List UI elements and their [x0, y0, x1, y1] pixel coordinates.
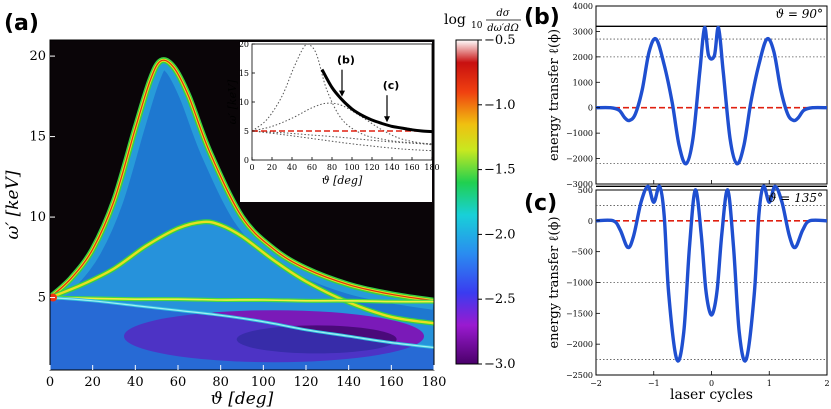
heatmap-xtick-label: 40 — [127, 375, 144, 390]
panel-c-xtick-label: −2 — [590, 379, 602, 388]
heatmap-xtick-label: 80 — [212, 375, 229, 390]
inset-dotted-curve-2 — [251, 102, 433, 146]
panel-c-xtick-label: 2 — [824, 379, 829, 388]
heatmap-ytick-label: 20 — [29, 49, 46, 64]
colorbar-label-num: dσ — [496, 8, 510, 19]
panel-b-frame — [595, 5, 828, 185]
panel-c-ytick-label: −1000 — [566, 279, 593, 288]
panel-b-ytick-label: −1000 — [566, 129, 593, 138]
inset-frame — [251, 43, 433, 161]
panel-c-xtick-label: 0 — [709, 379, 714, 388]
colorbar-label-den: dω′dΩ — [487, 23, 519, 34]
inset-dotted-curve-1 — [251, 43, 433, 145]
panel-c-ytick-label: −2000 — [566, 340, 593, 349]
heatmap-ridge-1 — [50, 59, 434, 302]
inset-xtick-label: 0 — [249, 163, 254, 172]
colorbar-gradient — [455, 39, 479, 365]
panel-label-b: (b) — [524, 5, 560, 30]
inset-xtick-label: 100 — [344, 163, 359, 172]
panel-b-title: ϑ = 90° — [775, 7, 823, 21]
heatmap-xtick-label: 0 — [46, 375, 54, 390]
inset-ylabel: ω′ [keV] — [226, 79, 239, 124]
colorbar-tick-label: −2.5 — [484, 292, 516, 307]
panel-c-ylabel: energy transfer ℓ(ϕ) — [547, 216, 562, 348]
heatmap-xtick-label: 180 — [422, 375, 447, 390]
inset-plot: (b) (c) 0 20 40 60 80 100 120 140 160 180 0 5 10 15 20 ϑ … — [226, 40, 440, 202]
panel-c-title: ϑ = 135° — [768, 191, 823, 205]
heatmap-ytick-label: 10 — [29, 210, 46, 225]
panel-c-xtick-label: 1 — [767, 379, 772, 388]
inset-annotation-c: (c) — [383, 79, 400, 92]
inset-ytick-label: 20 — [239, 40, 249, 49]
heatmap-ytick-label: 15 — [29, 130, 46, 145]
inset-xtick-label: 80 — [327, 163, 337, 172]
panel-c-xlabel: laser cycles — [670, 387, 753, 403]
inset-xlabel: ϑ [deg] — [322, 174, 363, 187]
inset-ytick-label: 5 — [244, 127, 249, 136]
inset-ytick-label: 0 — [244, 156, 249, 165]
heatmap-xtick-label: 100 — [251, 375, 276, 390]
panel-c-ytick-label: −2500 — [566, 371, 593, 380]
inset-thick-curve — [320, 68, 433, 134]
panel-c-series-line — [595, 184, 828, 363]
heatmap-xlabel: ϑ [deg] — [211, 389, 274, 409]
heatmap-region-bottom — [50, 297, 434, 370]
heatmap-ylabel: ω′ [keV] — [3, 170, 23, 239]
inset-annotation-b: (b) — [337, 54, 355, 67]
line-panel-c: −2500 −2000 −1500 −1000 −500 0 500 −2 −1 0 1 2 laser… — [547, 184, 830, 403]
line-panel-b: −3000 −2000 −1000 0 1000 2000 3000 4000 ϑ = 90° e… — [547, 2, 828, 189]
heatmap-ytick-label: 5 — [38, 291, 46, 306]
inset-xtick-label: 180 — [424, 163, 439, 172]
panel-b-ytick-label: 3000 — [573, 27, 593, 36]
colorbar-tick-label: −0.5 — [484, 33, 516, 48]
heatmap-xtick-label: 160 — [379, 375, 404, 390]
colorbar-tick-label: −1.0 — [484, 98, 516, 113]
inset-xtick-label: 140 — [384, 163, 399, 172]
panel-c-ytick-label: −1500 — [566, 309, 593, 318]
inset-ytick-label: 15 — [239, 69, 249, 78]
panel-b-ytick-label: 0 — [588, 104, 593, 113]
panel-c-ytick-label: 0 — [588, 217, 593, 226]
colorbar-tick-label: −2.0 — [484, 227, 516, 242]
panel-b-ytick-label: −2000 — [566, 155, 593, 164]
colorbar: −0.5 −1.0 −1.5 −2.0 −2.5 −3.0 log 10 dσ dω′dΩ — [444, 8, 521, 372]
panel-label-a: (a) — [4, 11, 39, 36]
panel-c-xtick-label: −1 — [648, 379, 660, 388]
inset-xtick-label: 60 — [307, 163, 317, 172]
inset-xtick-label: 40 — [287, 163, 297, 172]
panel-c-ytick-label: −500 — [571, 248, 593, 257]
heatmap-xtick-label: 60 — [170, 375, 187, 390]
inset-xtick-label: 120 — [364, 163, 379, 172]
colorbar-label-sub: 10 — [471, 21, 483, 31]
inset-xtick-label: 160 — [404, 163, 419, 172]
heatmap-xtick-label: 140 — [336, 375, 361, 390]
inset-annotation-arrowhead — [384, 116, 390, 123]
panel-c-ytick-label: 500 — [578, 186, 593, 195]
colorbar-tick-label: −1.5 — [484, 163, 516, 178]
panel-b-ytick-label: −3000 — [566, 180, 593, 189]
panel-label-c: (c) — [524, 191, 557, 216]
heatmap-ridge-4 — [50, 297, 434, 349]
colorbar-tick-label: −3.0 — [484, 357, 516, 372]
heatmap-xtick-label: 120 — [294, 375, 319, 390]
panel-b-ytick-label: 1000 — [573, 78, 593, 87]
heatmap-xtick-label: 20 — [84, 375, 101, 390]
heatmap-frame — [49, 39, 435, 371]
colorbar-label-prefix: log — [444, 12, 466, 28]
panel-b-ylabel: energy transfer ℓ(ϕ) — [547, 29, 562, 161]
heatmap-ridge-3 — [50, 296, 434, 303]
panel-b-ytick-label: 4000 — [573, 2, 593, 11]
colorbar-label: log 10 dσ dω′dΩ — [444, 8, 521, 34]
inset-ytick-label: 10 — [239, 98, 249, 107]
inset-dotted-curve-3 — [251, 130, 433, 152]
panel-b-ytick-label: 2000 — [573, 53, 593, 62]
inset-xtick-label: 20 — [267, 163, 277, 172]
panel-b-series-line — [595, 25, 828, 166]
inset-annotation-arrowhead — [339, 90, 345, 97]
heatmap-ridges — [50, 57, 434, 349]
